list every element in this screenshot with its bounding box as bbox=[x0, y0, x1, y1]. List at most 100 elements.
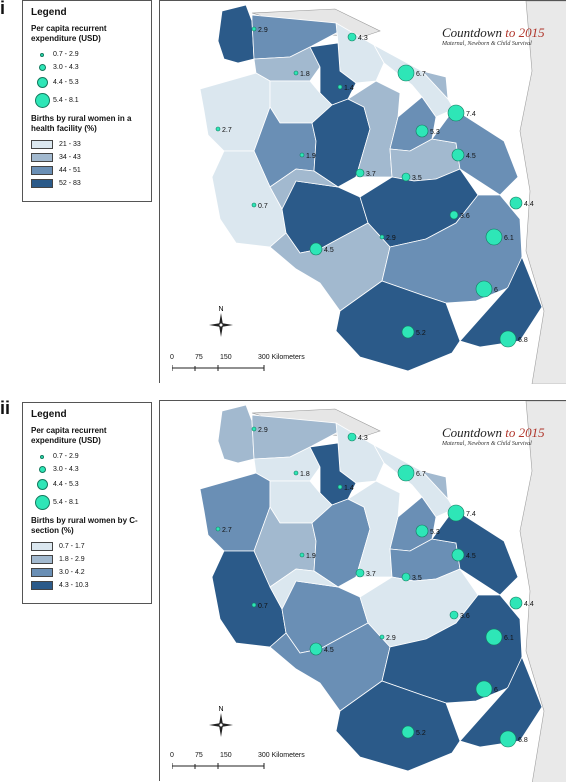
legend-choropleth-label: 0.7 - 1.7 bbox=[59, 543, 85, 550]
expenditure-bubble bbox=[509, 196, 523, 210]
expenditure-label: 1.4 bbox=[344, 485, 354, 492]
expenditure-bubble bbox=[397, 464, 415, 482]
expenditure-label: 4.3 bbox=[358, 435, 368, 442]
expenditure-label: 4.3 bbox=[358, 35, 368, 42]
region-shape bbox=[459, 255, 543, 348]
expenditure-bubble bbox=[251, 426, 257, 432]
expenditure-label: 3.7 bbox=[366, 171, 376, 178]
legend-expenditure-label: 4.4 - 5.3 bbox=[53, 481, 79, 488]
scale-tick: 75 bbox=[195, 752, 203, 759]
expenditure-label: 2.9 bbox=[386, 635, 396, 642]
expenditure-bubble bbox=[347, 432, 357, 442]
expenditure-bubble bbox=[499, 730, 517, 748]
expenditure-bubble bbox=[451, 548, 465, 562]
expenditure-bubble bbox=[215, 126, 221, 132]
coastal-area bbox=[519, 1, 566, 384]
legend-choropleth-title: Births by rural women by C-section (%) bbox=[31, 516, 138, 535]
expenditure-label: 2.9 bbox=[258, 27, 268, 34]
expenditure-label: 3.5 bbox=[412, 575, 422, 582]
legend-expenditure-label: 3.0 - 4.3 bbox=[53, 466, 79, 473]
expenditure-bubble bbox=[251, 602, 257, 608]
expenditure-bubble bbox=[379, 234, 385, 240]
expenditure-label: 6 bbox=[494, 687, 498, 694]
expenditure-label: 4.4 bbox=[524, 601, 534, 608]
expenditure-label: 0.7 bbox=[258, 203, 268, 210]
map-panel-i: 2.9 4.3 1.8 1.4 6.7 7.4 2.7 5.3 1.9 3.7 3.5 4.5 0.7 3… bbox=[159, 0, 566, 384]
expenditure-label: 4.5 bbox=[466, 153, 476, 160]
expenditure-label: 1.4 bbox=[344, 85, 354, 92]
panel-label-ii: ii bbox=[0, 398, 11, 418]
brand-line2: Maternal, Newborn & Child Survival bbox=[442, 441, 532, 447]
north-label: N bbox=[218, 706, 223, 713]
expenditure-label: 6.1 bbox=[504, 635, 514, 642]
expenditure-bubble bbox=[337, 84, 343, 90]
expenditure-label: 2.9 bbox=[386, 235, 396, 242]
expenditure-label: 6.8 bbox=[518, 737, 528, 744]
expenditure-bubble bbox=[355, 168, 365, 178]
expenditure-bubble bbox=[401, 325, 415, 339]
legend-expenditure-row: 5.4 - 8.1 bbox=[31, 91, 143, 110]
expenditure-bubble bbox=[415, 524, 429, 538]
expenditure-bubble bbox=[447, 504, 465, 522]
region-shape bbox=[420, 470, 449, 501]
expenditure-bubble bbox=[401, 172, 411, 182]
expenditure-bubble bbox=[415, 124, 429, 138]
legend-expenditure-label: 0.7 - 2.9 bbox=[53, 453, 79, 460]
scale-tick: 150 bbox=[220, 752, 232, 759]
expenditure-label: 1.9 bbox=[306, 153, 316, 160]
expenditure-label: 1.8 bbox=[300, 71, 310, 78]
expenditure-label: 4.5 bbox=[466, 553, 476, 560]
legend-panel-ii: Legend Per capita recurrent expenditure … bbox=[22, 402, 152, 604]
expenditure-bubble bbox=[499, 330, 517, 348]
expenditure-bubble bbox=[337, 484, 343, 490]
region-shape bbox=[335, 280, 461, 372]
panel-label-i: i bbox=[0, 0, 6, 18]
expenditure-bubble bbox=[485, 628, 503, 646]
expenditure-label: 5.3 bbox=[430, 529, 440, 536]
region-shape bbox=[335, 680, 461, 772]
scale-tick: 300 Kilometers bbox=[258, 354, 305, 361]
legend-expenditure-title: Per capita recurrent expenditure (USD) bbox=[31, 426, 107, 445]
expenditure-bubble bbox=[401, 572, 411, 582]
expenditure-bubble bbox=[215, 526, 221, 532]
brand-line1b: to 2015 bbox=[505, 425, 545, 440]
legend-expenditure-label: 4.4 - 5.3 bbox=[53, 79, 79, 86]
expenditure-label: 6.7 bbox=[416, 471, 426, 478]
expenditure-bubble bbox=[293, 470, 299, 476]
legend-choropleth-label: 21 - 33 bbox=[59, 141, 81, 148]
legend-choropleth-row: 3.0 - 4.2 bbox=[31, 566, 143, 579]
expenditure-label: 6.7 bbox=[416, 71, 426, 78]
expenditure-label: 6.1 bbox=[504, 235, 514, 242]
legend-choropleth-label: 44 - 51 bbox=[59, 167, 81, 174]
legend-choropleth-row: 52 - 83 bbox=[31, 177, 143, 190]
coastal-area bbox=[519, 401, 566, 782]
region-shape bbox=[269, 222, 391, 312]
brand-logo: Countdown to 2015 Maternal, Newborn & Ch… bbox=[442, 425, 545, 447]
legend-expenditure-row: 5.4 - 8.1 bbox=[31, 493, 143, 512]
legend-choropleth-label: 3.0 - 4.2 bbox=[59, 569, 85, 576]
expenditure-bubble bbox=[309, 642, 323, 656]
legend-expenditure-row: 0.7 - 2.9 bbox=[31, 450, 143, 463]
expenditure-bubble bbox=[447, 104, 465, 122]
expenditure-label: 4.5 bbox=[324, 247, 334, 254]
expenditure-label: 2.7 bbox=[222, 527, 232, 534]
brand-line1b: to 2015 bbox=[505, 25, 545, 40]
region-shape bbox=[269, 568, 339, 610]
legend-choropleth-row: 0.7 - 1.7 bbox=[31, 540, 143, 553]
legend-choropleth-title: Births by rural women in a health facili… bbox=[31, 114, 132, 133]
legend-panel-i: Legend Per capita recurrent expenditure … bbox=[22, 0, 152, 202]
expenditure-label: 3.6 bbox=[460, 613, 470, 620]
legend-expenditure-row: 3.0 - 4.3 bbox=[31, 463, 143, 476]
legend-choropleth-row: 44 - 51 bbox=[31, 164, 143, 177]
scale-bar: 0 75 150 300 Kilometers bbox=[168, 354, 338, 374]
expenditure-label: 5.2 bbox=[416, 330, 426, 337]
expenditure-label: 6.8 bbox=[518, 337, 528, 344]
legend-choropleth-row: 34 - 43 bbox=[31, 151, 143, 164]
brand-line2: Maternal, Newborn & Child Survival bbox=[442, 41, 532, 47]
scale-tick: 150 bbox=[220, 354, 232, 361]
expenditure-label: 7.4 bbox=[466, 511, 476, 518]
expenditure-label: 3.5 bbox=[412, 175, 422, 182]
map-svg: 2.9 4.3 1.8 1.4 6.7 7.4 2.7 5.3 1.9 3.7 3.5 4.5 0.7 3… bbox=[160, 401, 566, 782]
expenditure-bubble bbox=[293, 70, 299, 76]
map-panel-ii: 2.9 4.3 1.8 1.4 6.7 7.4 2.7 5.3 1.9 3.7 3.5 4.5 0.7 3… bbox=[159, 400, 566, 782]
